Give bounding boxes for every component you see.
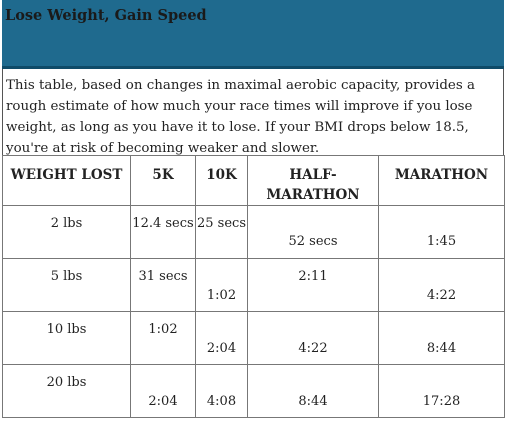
cell-5k: 2:04 — [130, 364, 196, 418]
table-title: Lose Weight, Gain Speed — [5, 7, 207, 24]
cell-10k: 2:04 — [195, 311, 248, 365]
cell-weight: 5 lbs — [2, 258, 131, 312]
cell-10k: 1:02 — [195, 258, 248, 312]
table-row: 2 lbs 12.4 secs 25 secs 52 secs 1:45 — [2, 205, 505, 259]
header-half-marathon: HALF- MARATHON — [247, 155, 379, 206]
table-row: 10 lbs 1:02 2:04 4:22 8:44 — [2, 311, 505, 365]
cell-10k: 25 secs — [195, 205, 248, 259]
table-header-banner: Lose Weight, Gain Speed — [2, 0, 504, 69]
header-marathon: MARATHON — [378, 155, 505, 206]
cell-5k: 31 secs — [130, 258, 196, 312]
table-description: This table, based on changes in maximal … — [2, 69, 504, 155]
cell-marathon: 1:45 — [378, 205, 505, 259]
table-row: 20 lbs 2:04 4:08 8:44 17:28 — [2, 364, 505, 418]
cell-weight: 20 lbs — [2, 364, 131, 418]
cell-half: 8:44 — [247, 364, 379, 418]
cell-weight: 10 lbs — [2, 311, 131, 365]
race-times-table: WEIGHT LOST 5K 10K HALF- MARATHON MARATHO… — [2, 155, 505, 418]
cell-half: 52 secs — [247, 205, 379, 259]
cell-marathon: 17:28 — [378, 364, 505, 418]
cell-5k: 1:02 — [130, 311, 196, 365]
cell-10k: 4:08 — [195, 364, 248, 418]
cell-weight: 2 lbs — [2, 205, 131, 259]
cell-marathon: 4:22 — [378, 258, 505, 312]
table-row: 5 lbs 31 secs 1:02 2:11 4:22 — [2, 258, 505, 312]
header-5k: 5K — [130, 155, 196, 206]
header-weight-lost: WEIGHT LOST — [2, 155, 131, 206]
cell-marathon: 8:44 — [378, 311, 505, 365]
cell-half: 2:11 — [247, 258, 379, 312]
header-10k: 10K — [195, 155, 248, 206]
cell-half: 4:22 — [247, 311, 379, 365]
article-table-block: Lose Weight, Gain Speed This table, base… — [2, 0, 505, 418]
table-header-row: WEIGHT LOST 5K 10K HALF- MARATHON MARATHO… — [2, 155, 505, 206]
cell-5k: 12.4 secs — [130, 205, 196, 259]
